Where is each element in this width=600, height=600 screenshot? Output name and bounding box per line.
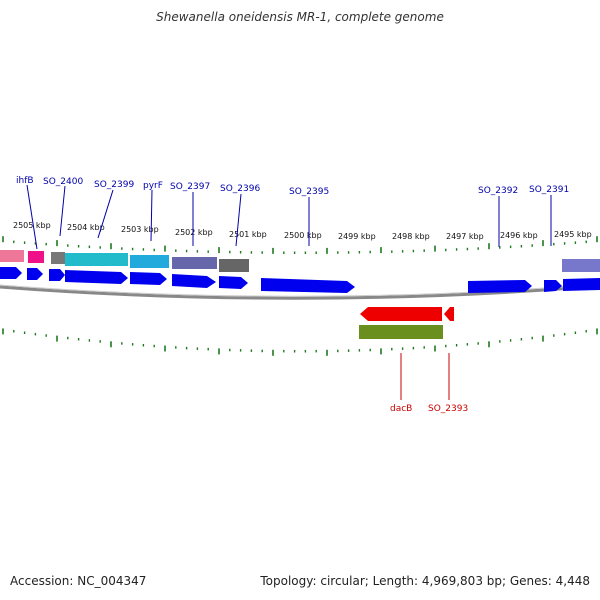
forward-gene-labels: ihfB SO_2400 SO_2399 pyrF SO_2397 SO_239… [16,176,569,250]
reverse-gene-labels: dacB SO_2393 [390,353,468,414]
gene-label-SO_2396[interactable]: SO_2396 [220,184,260,194]
gene-arrow[interactable] [544,280,562,292]
inner-tick-track [2,328,598,356]
gene-label-pyrF[interactable]: pyrF [143,181,163,191]
feature-block[interactable] [51,252,65,264]
gene-arrow[interactable] [563,278,600,291]
gene-label-SO_2391[interactable]: SO_2391 [529,185,569,195]
gene-arrow[interactable] [130,272,167,285]
accession-label: Accession: NC_004347 [10,574,147,588]
scale-label: 2500 kbp [284,231,322,240]
gene-arrow[interactable] [468,280,532,293]
outer-tick-track [2,236,598,254]
gene-arrow[interactable] [172,274,216,288]
gene-label-SO_2393[interactable]: SO_2393 [428,404,468,414]
feature-block[interactable] [130,255,169,268]
scale-label: 2502 kbp [175,228,213,237]
gene-label-SO_2395[interactable]: SO_2395 [289,187,329,197]
genome-stats-label: Topology: circular; Length: 4,969,803 bp… [260,574,590,588]
scale-label: 2497 kbp [446,232,484,241]
gene-arrow-dacB[interactable] [360,307,442,321]
label-leader [150,189,153,242]
gene-arrow[interactable] [0,267,22,279]
feature-block[interactable] [0,250,24,262]
label-leader [235,193,242,247]
scale-label: 2499 kbp [338,232,376,241]
map-title: Shewanella oneidensis MR-1, complete gen… [156,10,444,24]
gene-label-SO_2392[interactable]: SO_2392 [478,186,518,196]
scale-label: 2504 kbp [67,223,105,232]
gene-arrow[interactable] [261,278,355,293]
feature-block[interactable] [65,253,128,266]
gene-label-dacB[interactable]: dacB [390,404,412,414]
feature-block[interactable] [219,259,249,272]
scale-label: 2498 kbp [392,232,430,241]
reverse-gene-track [359,307,454,339]
feature-block[interactable] [172,257,217,269]
scale-label: 2505 kbp [13,221,51,230]
gene-arrow[interactable] [65,270,128,284]
scale-label: 2501 kbp [229,230,267,239]
feature-block[interactable] [562,259,600,272]
scale-labels: 2505 kbp 2504 kbp 2503 kbp 2502 kbp 2501… [13,221,592,241]
gene-label-ihfB[interactable]: ihfB [16,176,34,186]
label-leader [59,185,66,237]
label-leader [26,184,38,250]
gene-arrow[interactable] [49,269,65,281]
gene-arrow-SO_2393[interactable] [444,307,454,321]
feature-block[interactable] [28,251,44,263]
gene-label-SO_2399[interactable]: SO_2399 [94,180,134,190]
forward-feature-track [0,250,600,272]
gene-arrow[interactable] [219,276,248,289]
gene-label-SO_2400[interactable]: SO_2400 [43,177,83,187]
forward-gene-track [0,267,600,293]
scale-label: 2496 kbp [500,231,538,240]
scale-label: 2503 kbp [121,225,159,234]
label-leader [97,189,114,239]
scale-label: 2495 kbp [554,230,592,239]
gene-label-SO_2397[interactable]: SO_2397 [170,182,210,192]
reverse-feature-block[interactable] [359,325,443,339]
gene-arrow[interactable] [27,268,43,280]
